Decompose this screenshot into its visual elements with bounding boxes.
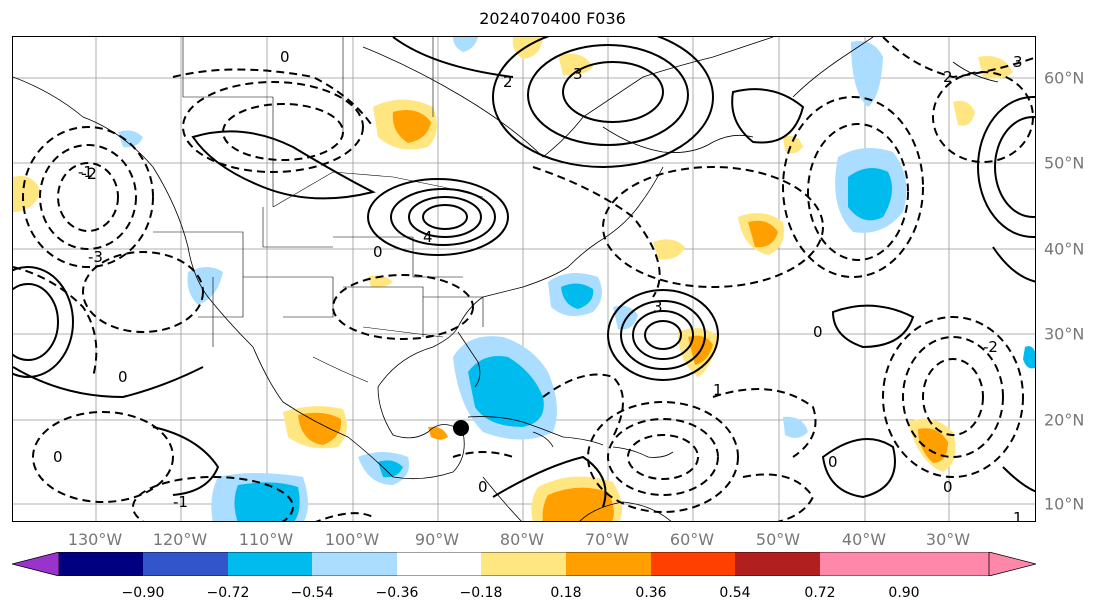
colorbar-tick: 0.72 [804,585,836,601]
colorbar [12,552,1036,576]
lat-label: 40°N [1044,239,1085,259]
contour-label: 1 [1013,509,1023,522]
lon-label: 30°W [925,530,971,549]
lon-label: 120°W [152,530,208,549]
contour-label: 3 [573,65,583,83]
negative-shading [118,37,1035,521]
contour-label: 0 [373,243,383,261]
map-title: 2024070400 F036 [479,9,626,28]
lon-label: 90°W [414,530,460,549]
lon-label: 130°W [67,530,123,549]
map-panel: -1 -2 0 0 -2 1 -1 0 3 2 4 0 3 -3 3 2 0 0… [12,36,1036,522]
colorbar-bin [481,552,566,576]
colorbar-bin [566,552,651,576]
colorbar-tick: −0.72 [206,585,250,601]
colorbar-tick: −0.18 [459,585,503,601]
contour-label: 0 [813,323,823,341]
contour-label: 0 [118,368,128,386]
colorbar-tick: 0.18 [550,585,582,601]
positive-shading [13,37,1013,521]
lon-label: 60°W [669,530,715,549]
lon-label: 70°W [584,530,630,549]
lon-label: 80°W [499,530,545,549]
contour-label: 2 [503,73,513,91]
coastlines [13,37,999,521]
lat-label: 10°N [1044,494,1085,514]
borders [153,37,484,383]
colorbar-bin [312,552,397,576]
contour-label: 2 [943,68,953,86]
positive-contours [13,37,1035,508]
lon-label: 40°W [841,530,887,549]
contour-label: 3 [1013,53,1023,71]
colorbar-tick: 0.36 [635,585,667,601]
lat-label: 30°N [1044,324,1085,344]
colorbar-bin [651,552,735,576]
colorbar-bin [820,552,989,576]
colorbar-bin [228,552,312,576]
colorbar-tick: 0.90 [888,585,920,601]
contour-label: -1 [78,163,93,181]
contour-label: 0 [828,453,838,471]
colorbar-bin [397,552,481,576]
colorbar-bin [735,552,820,576]
graticule [13,37,1035,521]
lat-label: 60°N [1044,68,1085,88]
colorbar-tick: −0.54 [290,585,334,601]
colorbar-tick: −0.90 [121,585,165,601]
lat-label: 20°N [1044,410,1085,430]
lon-label: 50°W [755,530,801,549]
contour-label: 0 [53,448,63,466]
lon-label: 110°W [238,530,294,549]
negative-contours [13,37,1035,521]
lon-label: 100°W [324,530,380,549]
contour-label: 0 [943,478,953,496]
contour-label: 3 [653,298,663,316]
contour-label: 0 [478,478,488,496]
lat-label: 50°N [1044,153,1085,173]
contour-label: 1 [713,381,723,399]
contour-label: -2 [81,164,97,183]
contour-value-labels: -1 -2 0 0 -2 1 -1 0 3 2 4 0 3 -3 3 2 0 0… [53,48,1023,522]
contour-label: 4 [423,228,433,246]
colorbar-bin [59,552,143,576]
contour-label: -1 [173,493,188,511]
map-plot: -1 -2 0 0 -2 1 -1 0 3 2 4 0 3 -3 3 2 0 0… [13,37,1035,522]
colorbar-under-arrow [12,552,60,576]
contour-label: -3 [88,248,103,266]
colorbar-over-arrow [988,552,1036,576]
contour-label: 0 [280,48,290,66]
colorbar-tick: −0.36 [375,585,419,601]
colorbar-bin [143,552,228,576]
contour-label: -2 [983,338,998,356]
colorbar-tick: 0.54 [719,585,751,601]
storm-position-marker [453,420,469,436]
